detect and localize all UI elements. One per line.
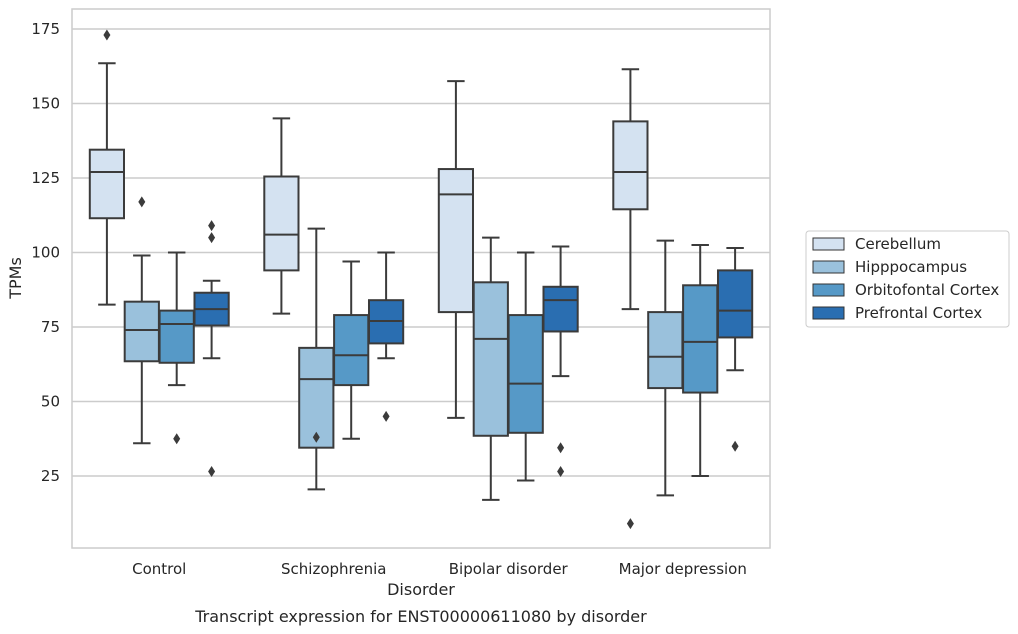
legend-label: Prefrontal Cortex <box>855 304 982 322</box>
box-3-2 <box>542 245 579 478</box>
outlier-point <box>382 410 390 422</box>
box-iqr <box>507 314 544 434</box>
legend-swatch <box>812 306 845 320</box>
y-tick-labels: 25 50 75 100 125 150 175 <box>31 20 60 485</box>
outlier-point <box>626 518 634 530</box>
x-tick-label: Major depression <box>619 560 747 578</box>
box-iqr <box>88 148 126 220</box>
y-tick-label: 50 <box>41 393 60 411</box>
y-tick-label: 75 <box>41 318 60 336</box>
outlier-point <box>208 232 216 244</box>
box-iqr <box>682 284 719 394</box>
box-0-2 <box>437 80 475 419</box>
outlier-point <box>557 466 565 478</box>
plot-area <box>88 29 754 530</box>
legend-label: Cerebellum <box>855 235 941 253</box>
legend-swatch <box>812 260 845 274</box>
box-2-3 <box>682 244 719 477</box>
y-tick-label: 175 <box>31 20 60 38</box>
legend-frame <box>805 230 1010 328</box>
box-iqr <box>437 168 475 314</box>
x-axis-label: Disorder <box>387 580 455 599</box>
box-2-2 <box>507 251 544 482</box>
box-iqr <box>542 285 579 333</box>
box-0-3 <box>612 68 649 530</box>
box-1-1 <box>298 227 335 491</box>
y-tick-label: 125 <box>31 169 60 187</box>
outlier-point <box>138 196 146 208</box>
outlier-point <box>173 433 181 445</box>
box-3-3 <box>716 247 754 452</box>
box-2-0 <box>158 251 195 445</box>
legend: Cerebellum Hipppocampus Orbitofontal Corte… <box>805 230 1010 328</box>
y-tick-label: 150 <box>31 95 60 113</box>
legend-label: Orbitofontal Cortex <box>855 281 999 299</box>
box-iqr <box>716 269 754 339</box>
box-iqr <box>472 281 509 437</box>
box-0-0 <box>88 29 126 306</box>
legend-label: Hipppocampus <box>855 258 967 276</box>
box-iqr <box>263 175 300 272</box>
plot-frame <box>71 8 771 549</box>
box-0-1 <box>263 117 300 315</box>
y-axis-label: TPMs <box>6 257 25 300</box>
box-iqr <box>333 314 370 387</box>
outlier-point <box>312 431 320 443</box>
x-tick-label: Schizophrenia <box>281 560 386 578</box>
box-1-0 <box>123 196 160 445</box>
box-iqr <box>123 300 160 363</box>
chart-caption: Transcript expression for ENST0000061108… <box>194 607 647 626</box>
x-tick-label: Control <box>132 560 186 578</box>
box-2-1 <box>333 260 370 440</box>
legend-swatch <box>812 283 845 297</box>
box-1-2 <box>472 236 509 501</box>
x-tick-labels: Control Schizophrenia Bipolar disorder Majo… <box>132 560 747 578</box>
legend-swatch <box>812 237 845 251</box>
outlier-point <box>557 442 565 454</box>
outlier-point <box>208 220 216 232</box>
outlier-point <box>208 466 216 478</box>
outlier-point <box>103 29 111 41</box>
box-1-3 <box>647 239 684 497</box>
box-3-1 <box>367 251 405 422</box>
box-iqr <box>612 120 649 211</box>
box-iqr <box>158 309 195 364</box>
box-iqr <box>298 346 335 449</box>
outlier-point <box>731 440 739 452</box>
box-3-0 <box>193 220 230 478</box>
y-tick-label: 25 <box>41 467 60 485</box>
box-iqr <box>647 311 684 390</box>
x-tick-label: Bipolar disorder <box>449 560 569 578</box>
y-tick-label: 100 <box>31 244 60 262</box>
